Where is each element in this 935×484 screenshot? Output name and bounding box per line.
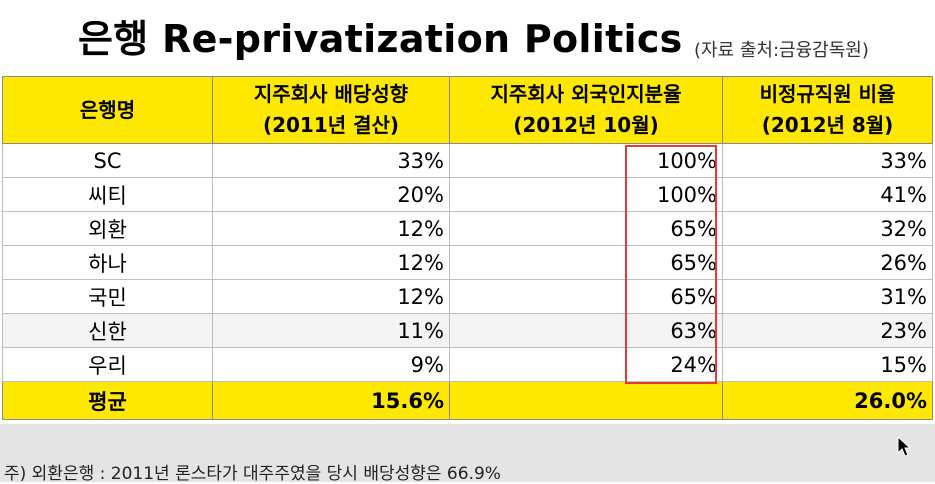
header-sublabel: (2012년 8월) [761, 113, 894, 137]
table-row: 국민 12% 65% 31% [2, 279, 933, 314]
source-note: (자료 출처:금융감독원) [694, 40, 869, 61]
header-dividend-ratio: 지주회사 배당성향 (2011년 결산) [212, 76, 450, 144]
average-foreign-cell [449, 381, 723, 420]
footnote: 주) 외환은행 : 2011년 론스타가 대주주였을 당시 배당성향은 66.9… [4, 464, 501, 484]
nonregular-cell: 41% [722, 177, 933, 212]
average-nonregular-cell: 26.0% [722, 381, 933, 420]
table-row: SC 33% 100% 33% [2, 143, 933, 178]
foreign-cell: 63% [449, 313, 723, 348]
header-bank-name: 은행명 [2, 76, 213, 144]
dividend-cell: 9% [212, 347, 450, 382]
bank-name-cell: 씨티 [2, 177, 213, 212]
nonregular-cell: 31% [722, 279, 933, 314]
bank-comparison-table: 은행명 지주회사 배당성향 (2011년 결산) 지주회사 외국인지분율 (20… [2, 76, 933, 420]
bank-name-cell: 국민 [2, 279, 213, 314]
nonregular-cell: 33% [722, 143, 933, 178]
nonregular-cell: 15% [722, 347, 933, 382]
bank-name-cell: 우리 [2, 347, 213, 382]
nonregular-cell: 26% [722, 245, 933, 280]
header-foreign-ownership: 지주회사 외국인지분율 (2012년 10월) [449, 76, 723, 144]
average-label-cell: 평균 [2, 381, 213, 420]
average-row: 평균 15.6% 26.0% [2, 381, 933, 420]
foreign-cell: 100% [449, 177, 723, 212]
dividend-cell: 33% [212, 143, 450, 178]
table-row: 외환 12% 65% 32% [2, 211, 933, 246]
header-label: 은행명 [79, 97, 136, 122]
dividend-cell: 12% [212, 245, 450, 280]
header-row: 은행명 지주회사 배당성향 (2011년 결산) 지주회사 외국인지분율 (20… [2, 76, 933, 144]
table-row: 우리 9% 24% 15% [2, 347, 933, 382]
header-label: 비정규직원 비율 [759, 82, 896, 106]
header-sublabel: (2011년 결산) [262, 113, 400, 137]
nonregular-cell: 23% [722, 313, 933, 348]
table-row: 신한 11% 63% 23% [2, 313, 933, 348]
foreign-cell: 65% [449, 279, 723, 314]
foreign-cell: 100% [449, 143, 723, 178]
dividend-cell: 12% [212, 211, 450, 246]
header-nonregular-ratio: 비정규직원 비율 (2012년 8월) [722, 76, 933, 144]
header-sublabel: (2012년 10월) [513, 113, 659, 137]
dividend-cell: 11% [212, 313, 450, 348]
foreign-cell: 65% [449, 211, 723, 246]
header-label: 지주회사 배당성향 [253, 82, 409, 106]
footer-bar [0, 424, 935, 482]
bank-name-cell: 하나 [2, 245, 213, 280]
bank-name-cell: SC [2, 143, 213, 178]
page-title: 은행 Re-privatization Politics [78, 17, 683, 61]
dividend-cell: 20% [212, 177, 450, 212]
foreign-cell: 24% [449, 347, 723, 382]
nonregular-cell: 32% [722, 211, 933, 246]
average-dividend-cell: 15.6% [212, 381, 450, 420]
header-label: 지주회사 외국인지분율 [490, 82, 682, 106]
mouse-cursor-icon [897, 436, 912, 457]
table-row: 씨티 20% 100% 41% [2, 177, 933, 212]
table-row: 하나 12% 65% 26% [2, 245, 933, 280]
dividend-cell: 12% [212, 279, 450, 314]
bank-name-cell: 신한 [2, 313, 213, 348]
foreign-cell: 65% [449, 245, 723, 280]
bank-name-cell: 외환 [2, 211, 213, 246]
